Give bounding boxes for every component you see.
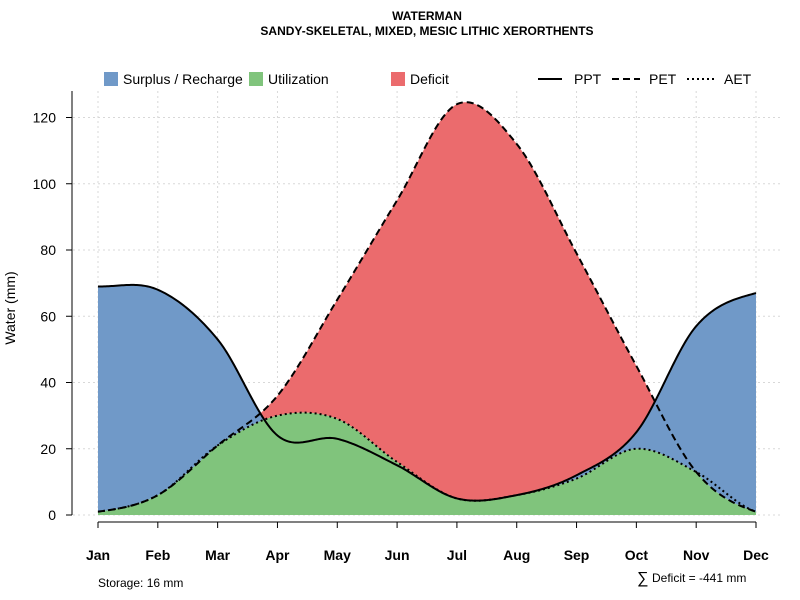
x-tick-label-apr: Apr	[265, 547, 290, 563]
axes: 0 20 40 60 80 100 120 Jan Feb Mar Apr May Jun Jul Aug S…	[33, 91, 769, 563]
areas	[98, 102, 756, 515]
y-tick-label: 20	[40, 441, 56, 457]
x-tick-label-aug: Aug	[503, 547, 530, 563]
chart-title: WATERMAN	[392, 9, 462, 23]
x-tick-label-may: May	[324, 547, 351, 563]
x-tick-label-nov: Nov	[683, 547, 710, 563]
legend-swatch-utilization	[249, 72, 263, 86]
legend-label-ppt: PPT	[574, 71, 602, 87]
deficit-note: Deficit = -441 mm	[652, 571, 746, 585]
deficit-sum-symbol: ∑	[637, 570, 648, 587]
y-axis-label: Water (mm)	[2, 271, 18, 344]
y-tick-label: 100	[33, 176, 57, 192]
legend-label-pet: PET	[649, 71, 677, 87]
series-lines	[97, 101, 757, 513]
y-tick-label: 40	[40, 375, 56, 391]
y-tick-label: 80	[40, 242, 56, 258]
legend: Surplus / Recharge Utilization Deficit P…	[104, 71, 752, 87]
x-tick-label-jan: Jan	[86, 547, 110, 563]
x-tick-label-mar: Mar	[205, 547, 230, 563]
x-tick-label-dec: Dec	[743, 547, 769, 563]
legend-swatch-deficit	[391, 72, 405, 86]
pet-line	[97, 101, 757, 513]
ppt-line	[97, 283, 757, 502]
storage-note: Storage: 16 mm	[98, 576, 183, 590]
legend-swatch-surplus	[104, 72, 118, 86]
x-tick-label-jul: Jul	[447, 547, 467, 563]
deficit-area	[98, 102, 756, 512]
y-tick-label: 60	[40, 308, 56, 324]
legend-label-utilization: Utilization	[268, 71, 329, 87]
y-tick-label: 120	[33, 110, 57, 126]
utilization-area	[98, 412, 756, 515]
chart-subtitle: SANDY-SKELETAL, MIXED, MESIC LITHIC XERO…	[260, 24, 593, 38]
x-tick-label-feb: Feb	[145, 547, 170, 563]
x-tick-label-sep: Sep	[564, 547, 590, 563]
legend-label-aet: AET	[724, 71, 752, 87]
legend-label-surplus: Surplus / Recharge	[123, 71, 243, 87]
surplus-recharge-area	[98, 284, 756, 512]
x-tick-label-jun: Jun	[385, 547, 410, 563]
legend-label-deficit: Deficit	[410, 71, 449, 87]
y-tick-label: 0	[48, 507, 56, 523]
x-tick-label-oct: Oct	[625, 547, 649, 563]
